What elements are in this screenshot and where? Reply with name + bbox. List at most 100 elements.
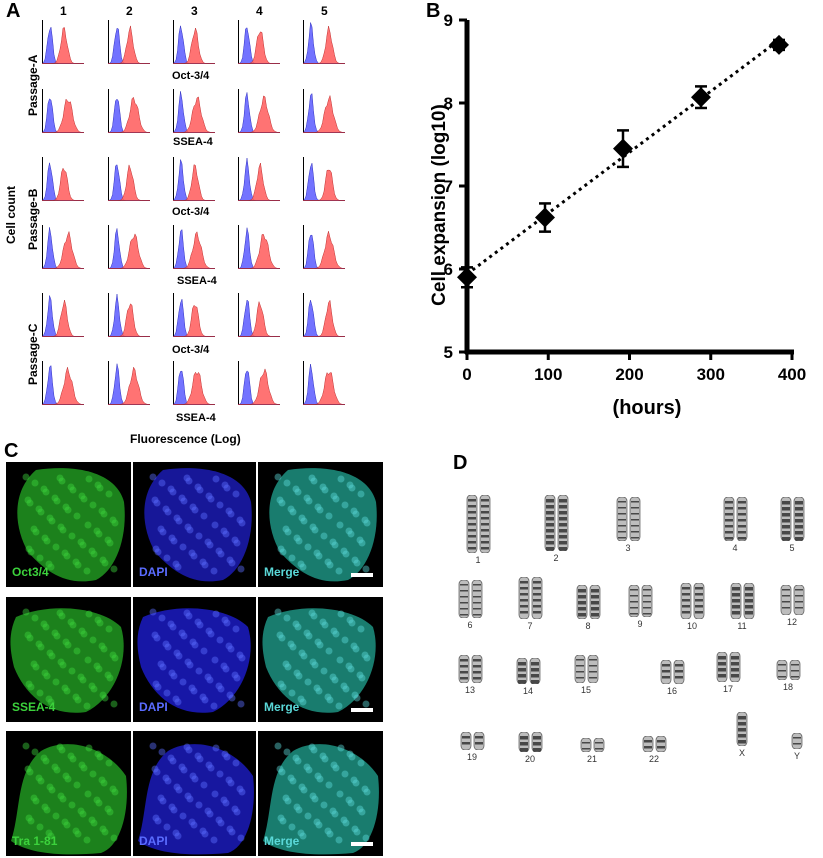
data-point bbox=[613, 129, 633, 169]
facs-histogram bbox=[173, 293, 215, 337]
micrograph-label: Tra 1-81 bbox=[12, 834, 58, 848]
chromosome-label: 6 bbox=[467, 620, 473, 630]
facs-histogram bbox=[42, 89, 84, 133]
y-tick-label: 7 bbox=[444, 177, 453, 196]
chromosome-pair bbox=[660, 660, 685, 684]
micrograph-label: DAPI bbox=[139, 700, 168, 714]
chromosome-label: 2 bbox=[553, 553, 559, 563]
cell-colony bbox=[262, 608, 376, 713]
y-tick-label: 5 bbox=[444, 343, 453, 362]
facs-histogram bbox=[173, 361, 215, 405]
chromosome-label: 4 bbox=[732, 543, 738, 553]
scale-bar bbox=[351, 708, 373, 712]
chromosome-pair bbox=[780, 585, 805, 615]
chromosome-pair bbox=[680, 583, 705, 619]
chromosome-pair bbox=[791, 733, 803, 749]
facs-histogram bbox=[173, 89, 215, 133]
data-point bbox=[769, 34, 789, 55]
cell-colony bbox=[137, 608, 251, 713]
x-tick-label: 0 bbox=[462, 365, 471, 384]
micrograph-label: Merge bbox=[264, 834, 300, 848]
chromosome-pair bbox=[780, 497, 805, 541]
panel-a-letter: A bbox=[6, 0, 21, 22]
facs-histogram bbox=[108, 20, 150, 64]
facs-histogram bbox=[303, 293, 345, 337]
cell-expansion-chart: 5 6 7 8 9 0 100 200 300 400 Cell expansion (log10… bbox=[429, 11, 806, 419]
facs-histogram bbox=[173, 20, 215, 64]
chromosome-label: 21 bbox=[586, 754, 597, 764]
chart-x-axis-label: (hours) bbox=[613, 397, 682, 419]
chromosome-label: 19 bbox=[466, 752, 477, 762]
chromosome-pair bbox=[576, 585, 601, 619]
data-point bbox=[691, 85, 711, 110]
chromosome-label: Y bbox=[793, 751, 800, 761]
cell-colony bbox=[11, 742, 127, 855]
chromosome-pair bbox=[518, 577, 543, 619]
facs-column-header: 2 bbox=[126, 4, 133, 18]
chromosome-label: 11 bbox=[737, 621, 747, 631]
panel-c-letter: C bbox=[4, 440, 19, 462]
facs-histogram bbox=[42, 20, 84, 64]
chromosome-label: 12 bbox=[786, 617, 797, 627]
chromosome-label: 14 bbox=[522, 686, 533, 696]
cell-colony bbox=[138, 742, 254, 855]
facs-column-header: 3 bbox=[191, 4, 198, 18]
chromosome-pair bbox=[716, 652, 741, 682]
scale-bar bbox=[351, 573, 373, 577]
chromosome-label: 1 bbox=[475, 555, 481, 565]
facs-histogram bbox=[108, 361, 150, 405]
facs-histogram bbox=[42, 361, 84, 405]
chromosome-label: 18 bbox=[782, 682, 793, 692]
chromosome-pair bbox=[642, 736, 667, 752]
chromosome-pair bbox=[574, 655, 599, 683]
facs-histogram bbox=[238, 157, 280, 201]
facs-histogram bbox=[238, 361, 280, 405]
marker-label-3: Oct-3/4 bbox=[172, 206, 210, 218]
x-tick-label: 200 bbox=[615, 365, 643, 384]
panel-b-letter: B bbox=[426, 0, 441, 22]
chromosome-label: 10 bbox=[686, 621, 697, 631]
chromosome-label: 15 bbox=[580, 685, 591, 695]
micrograph-label: Merge bbox=[264, 700, 300, 714]
panel-d-letter: D bbox=[453, 452, 468, 474]
chromosome-label: 17 bbox=[722, 684, 733, 694]
cell-colony bbox=[17, 468, 125, 582]
chromosome-label: X bbox=[738, 748, 745, 758]
micrograph-merge: Merge bbox=[258, 597, 383, 722]
chromosome-label: 3 bbox=[625, 543, 631, 553]
micrograph-dapi: DAPI bbox=[133, 597, 256, 722]
facs-histogram bbox=[238, 89, 280, 133]
passage-b-label: Passage-B bbox=[26, 188, 40, 250]
chromosome-label: 9 bbox=[637, 619, 643, 629]
chromosome-pair bbox=[458, 580, 483, 618]
x-tick-label: 400 bbox=[778, 365, 806, 384]
chromosome-label: 7 bbox=[527, 621, 533, 631]
facs-histogram bbox=[173, 157, 215, 201]
y-tick-label: 9 bbox=[444, 11, 453, 30]
chromosome-label: 8 bbox=[585, 621, 591, 631]
chromosome-pair bbox=[580, 738, 605, 752]
micrograph-merge: Merge bbox=[258, 731, 383, 856]
facs-histogram bbox=[303, 89, 345, 133]
chromosome-pair bbox=[516, 658, 541, 684]
chromosome-pair bbox=[458, 655, 483, 683]
facs-histogram bbox=[303, 20, 345, 64]
cell-colony bbox=[10, 608, 124, 713]
chromosome-pair bbox=[723, 497, 748, 541]
facs-histogram bbox=[108, 293, 150, 337]
y-tick-label: 8 bbox=[444, 94, 453, 113]
chromosome-pair bbox=[776, 660, 801, 680]
y-tick-label: 6 bbox=[444, 260, 453, 279]
chart-y-axis-label: Cell expansion (log10) bbox=[429, 104, 450, 306]
micrograph-ssea-4: SSEA-4 bbox=[6, 597, 131, 722]
trendline bbox=[466, 38, 780, 276]
chromosome-label: 13 bbox=[464, 685, 475, 695]
x-tick-label: 100 bbox=[534, 365, 562, 384]
micrograph-dapi: DAPI bbox=[133, 462, 256, 587]
facs-histogram bbox=[238, 293, 280, 337]
chromosome-label: 16 bbox=[666, 686, 677, 696]
cell-colony bbox=[269, 468, 377, 582]
facs-histogram bbox=[238, 20, 280, 64]
facs-column-header: 5 bbox=[321, 4, 328, 18]
micrograph-merge: Merge bbox=[258, 462, 383, 587]
